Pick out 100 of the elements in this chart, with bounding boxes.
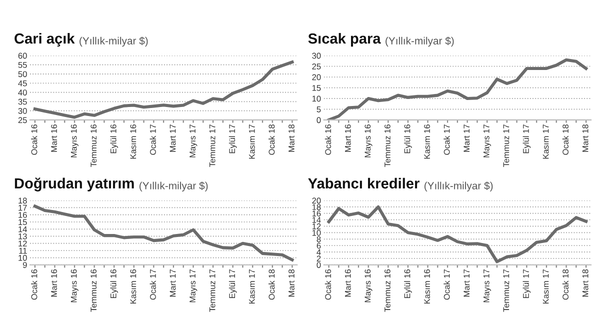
y-tick-label: 20 <box>312 198 321 204</box>
y-tick-label: 0 <box>316 262 321 268</box>
x-tick-label: Temmuz 16 <box>90 269 97 312</box>
x-tick-label: Kasım 17 <box>249 269 255 304</box>
x-tick-label: Eylül 16 <box>404 124 412 154</box>
y-tick-label: 15 <box>18 219 27 226</box>
x-tick-label: Eylül 16 <box>404 269 412 298</box>
y-tick-label: 30 <box>312 52 321 59</box>
x-tick-label: Ocak 17 <box>150 269 156 300</box>
y-tick-label: 60 <box>18 52 27 59</box>
y-tick-label: 35 <box>18 98 27 105</box>
x-tick-label: Mart 18 <box>582 124 588 152</box>
y-tick-label: 12 <box>18 240 27 246</box>
x-tick-label: Temmuz 17 <box>209 124 216 168</box>
x-tick-label: Mart 16 <box>51 269 57 297</box>
x-tick-label: Ocak 18 <box>562 124 568 155</box>
x-tick-label: Kasım 17 <box>542 269 549 304</box>
x-tick-label: Temmuz 16 <box>384 269 390 312</box>
x-tick-label: Eylül 16 <box>110 269 118 298</box>
y-tick-label: 16 <box>18 212 27 218</box>
y-tick-label: 25 <box>312 64 321 70</box>
x-tick-label: Ocak 18 <box>562 269 568 300</box>
x-tick-label: Mayıs 16 <box>70 124 78 158</box>
x-tick-label: Temmuz 16 <box>384 124 390 168</box>
x-tick-label: Kasım 16 <box>130 124 136 159</box>
x-tick-label: Ocak 18 <box>268 269 275 300</box>
x-tick-label: Ocak 16 <box>31 269 38 300</box>
chart-subtitle: (Yıllık-milyar $) <box>80 36 148 47</box>
chart-title: Cari açık <box>14 32 75 47</box>
x-tick-label: Kasım 16 <box>130 269 136 304</box>
x-tick-label: Mart 17 <box>170 269 176 297</box>
x-tick-label: Mayıs 16 <box>364 124 372 158</box>
y-tick-label: 10 <box>18 254 27 261</box>
chart-subtitle: (Yıllık-milyar $) <box>140 182 208 192</box>
x-tick-label: Kasım 16 <box>424 124 430 159</box>
x-tick-label: Mart 18 <box>582 269 588 297</box>
x-tick-label: Ocak 17 <box>150 124 156 155</box>
chart-title: Yabancı krediler <box>308 178 420 189</box>
x-tick-label: Mart 17 <box>464 124 470 152</box>
y-tick-label: 12 <box>312 223 321 230</box>
x-tick-label: Ocak 17 <box>444 269 450 300</box>
chart-subtitle: (Yıllık-milyar $) <box>424 182 493 192</box>
y-tick-label: 5 <box>316 106 321 112</box>
y-tick-label: 8 <box>316 236 321 242</box>
y-tick-label: 16 <box>312 210 321 216</box>
y-tick-label: 45 <box>18 80 27 86</box>
y-tick-label: 18 <box>18 198 27 204</box>
x-tick-label: Mart 16 <box>344 124 351 152</box>
y-tick-label: 30 <box>18 108 27 114</box>
y-tick-label: 9 <box>22 262 27 268</box>
line-series <box>33 204 294 262</box>
chart-subtitle: (Yıllık-milyar $) <box>386 36 454 47</box>
x-tick-label: Ocak 16 <box>31 124 38 155</box>
x-tick-label: Eylül 17 <box>522 124 531 154</box>
y-tick-label: 40 <box>18 90 27 96</box>
y-tick-label: 11 <box>19 248 27 254</box>
x-tick-label: Temmuz 17 <box>503 124 510 168</box>
x-tick-label: Mayıs 17 <box>484 269 491 302</box>
x-tick-label: Mart 18 <box>288 124 294 152</box>
x-tick-label: Mayıs 17 <box>190 269 198 302</box>
x-tick-label: Temmuz 16 <box>90 124 97 168</box>
x-tick-label: Kasım 17 <box>542 124 549 159</box>
y-tick-label: 14 <box>18 226 27 232</box>
y-tick-label: 14 <box>312 217 321 223</box>
y-tick-label: 10 <box>312 96 321 102</box>
y-tick-label: 20 <box>312 74 321 80</box>
x-tick-label: Eylül 17 <box>228 124 237 154</box>
y-tick-label: 15 <box>312 85 321 91</box>
line-series <box>327 58 588 120</box>
x-tick-label: Mart 16 <box>51 124 57 152</box>
y-tick-label: 2 <box>316 256 321 262</box>
x-tick-label: Ocak 17 <box>444 124 450 155</box>
x-tick-label: Eylül 17 <box>522 269 531 298</box>
x-tick-label: Mayıs 17 <box>484 124 491 158</box>
x-tick-label: Ocak 16 <box>324 124 332 155</box>
x-tick-label: Temmuz 17 <box>503 269 510 312</box>
y-tick-label: 25 <box>18 117 27 124</box>
y-tick-label: 13 <box>18 233 27 240</box>
x-tick-label: Mart 18 <box>288 269 294 297</box>
x-tick-label: Mayıs 16 <box>70 269 78 302</box>
x-tick-label: Mart 17 <box>464 269 470 297</box>
x-tick-label: Mayıs 17 <box>190 124 198 158</box>
y-tick-label: 17 <box>18 204 27 211</box>
y-tick-label: 10 <box>312 230 321 236</box>
x-tick-label: Ocak 18 <box>268 124 275 155</box>
y-tick-label: 55 <box>18 62 27 68</box>
chart-title: Sıcak para <box>308 32 381 47</box>
line-series <box>327 205 588 264</box>
y-tick-label: 50 <box>18 71 27 78</box>
x-tick-label: Mayıs 16 <box>364 269 372 302</box>
x-tick-label: Temmuz 17 <box>209 269 216 312</box>
x-tick-label: Kasım 17 <box>249 124 255 159</box>
x-tick-label: Mart 17 <box>170 124 176 152</box>
line-series <box>33 60 294 119</box>
y-tick-label: 6 <box>316 242 321 249</box>
chart-title: Doğrudan yatırım <box>14 178 134 192</box>
x-tick-label: Eylül 17 <box>228 269 237 298</box>
y-tick-label: 0 <box>316 117 321 124</box>
x-tick-label: Mart 16 <box>344 269 351 297</box>
y-tick-label: 4 <box>316 249 321 256</box>
